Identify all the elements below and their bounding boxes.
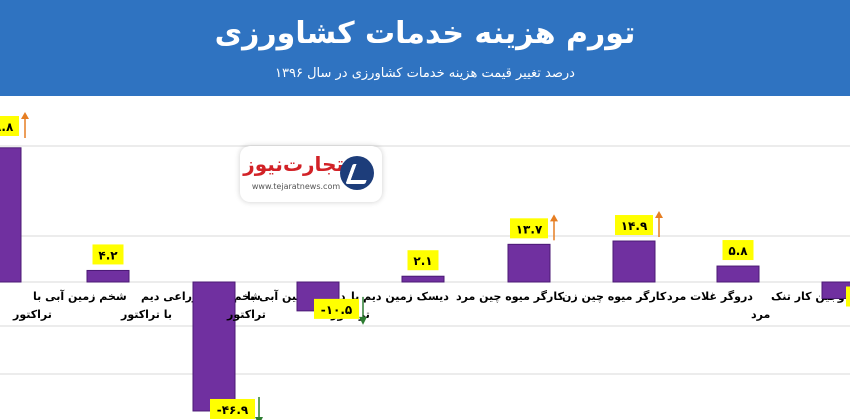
value-label: ۱۳.۷ [516,222,543,236]
logo-url: www.tejaratnews.com [251,182,341,191]
bar [401,275,445,283]
value-label-box [407,250,439,271]
value-label: -۴۶.۹ [217,403,249,417]
up-arrow-head-icon [655,211,663,219]
bar [612,240,656,283]
down-arrow-head-icon [359,316,367,325]
category-label: تراکتور [12,308,52,321]
value-label-box [722,240,754,261]
bar [0,147,22,283]
category-label: دروگر غلات مرد [667,290,753,303]
up-arrow-head-icon [21,112,29,119]
brand-logo: تجارت‌نیوز www.tejaratnews.com [240,146,382,202]
value-label-box [510,218,548,239]
category-label: دیسک زمین دیم با [351,290,449,303]
value-label: -۱۰.۵ [321,303,353,317]
value-label: ۵.۸ [728,244,748,258]
up-arrow-head-icon [550,214,558,222]
category-label: با تراکتور [120,308,172,321]
category-label: شخم زمین آبی با [33,289,127,303]
bar [192,281,236,412]
value-label: ۴۸.۸ [0,120,14,134]
down-arrow-head-icon [255,416,263,420]
value-label-box [314,298,359,319]
bar [86,269,130,283]
value-label-box [210,398,255,419]
value-label: ۲.۱ [413,254,432,268]
category-label: کارگر میوه چین مرد [456,290,564,303]
value-label-box [0,116,19,136]
category-label: کارگر میوه چین زن [562,290,667,303]
value-label: ۴.۲ [98,248,118,262]
logo-mark-icon [340,156,374,190]
bar [821,281,850,299]
value-label: ۱۴.۹ [621,219,648,233]
value-label-box [615,215,653,236]
category-label: مرد [751,308,770,321]
chart-subtitle: درصد تغییر قیمت هزینه خدمات کشاورزی در س… [275,66,575,81]
value-label-box [846,286,850,307]
bar [507,243,551,283]
bar [716,265,760,283]
chart-header: تورم هزینه خدمات کشاورزی درصد تغییر قیمت… [0,0,850,96]
chart-title: تورم هزینه خدمات کشاورزی [214,16,636,51]
logo-text: تجارت‌نیوز [243,152,344,176]
value-label-box [92,244,124,265]
category-label: تراکتور [226,308,266,321]
